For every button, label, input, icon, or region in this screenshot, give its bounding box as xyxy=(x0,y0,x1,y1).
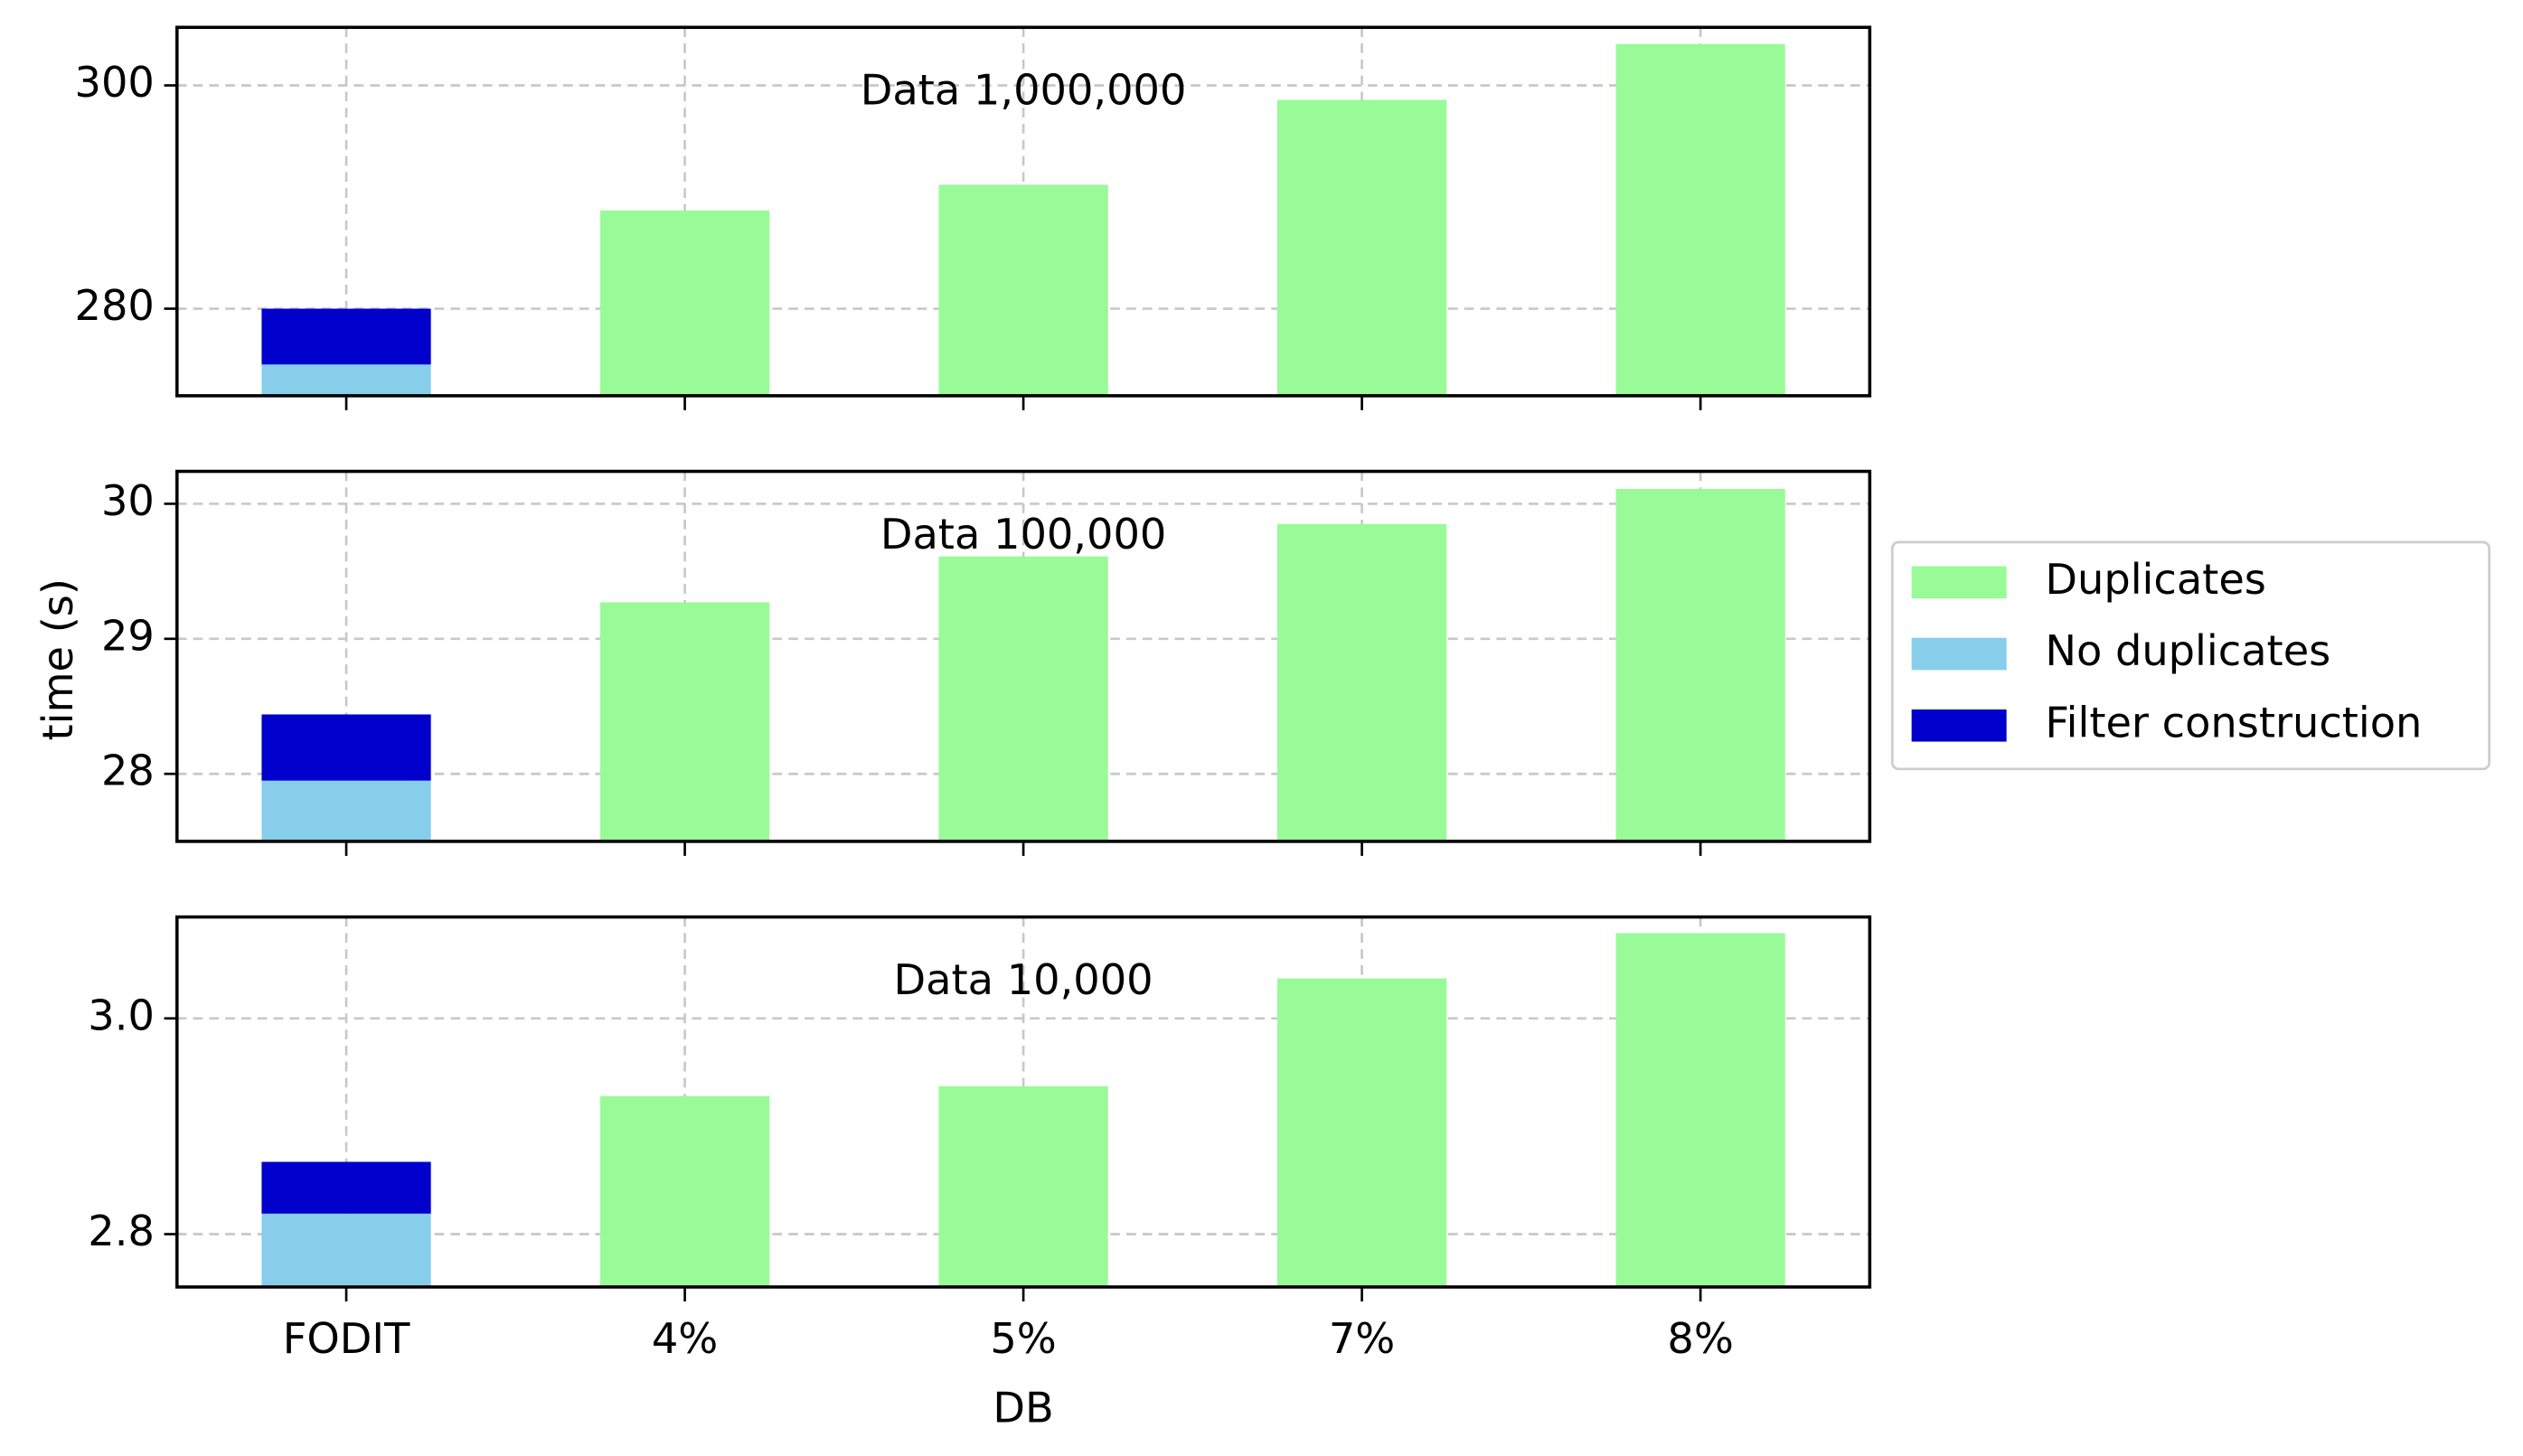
legend-swatch xyxy=(1911,566,2007,599)
legend-label: No duplicates xyxy=(2045,626,2330,675)
x-tick-label: 4% xyxy=(652,1314,718,1363)
bar xyxy=(261,1161,431,1214)
bar xyxy=(261,364,431,396)
x-tick-label: 5% xyxy=(990,1314,1056,1363)
y-tick-label: 300 xyxy=(75,58,155,107)
annotation: Data 1,000,000 xyxy=(861,66,1187,115)
bar xyxy=(599,1095,770,1287)
x-tick-label: 7% xyxy=(1329,1314,1395,1363)
bar xyxy=(261,1213,431,1287)
bar xyxy=(1615,43,1785,396)
bar xyxy=(1276,523,1447,841)
bar xyxy=(261,308,431,365)
bar xyxy=(938,184,1108,396)
plot-area: DB time (s) 280 300 Data 1,000,000 28 29 30 Da… xyxy=(33,25,2490,1433)
annotation: Data 100,000 xyxy=(880,510,1166,559)
x-tick-label: FODIT xyxy=(283,1314,410,1363)
bar xyxy=(938,1085,1108,1287)
bar xyxy=(1276,978,1447,1287)
x-axis-label: DB xyxy=(993,1384,1053,1433)
bar xyxy=(261,714,431,781)
legend-label: Duplicates xyxy=(2045,555,2266,604)
y-tick-label: 280 xyxy=(75,281,155,330)
y-tick-label: 2.8 xyxy=(88,1207,155,1255)
bar xyxy=(938,556,1108,841)
annotation: Data 10,000 xyxy=(894,955,1153,1004)
bar xyxy=(1276,99,1447,396)
legend-swatch xyxy=(1911,709,2007,742)
bar xyxy=(599,210,770,396)
bar xyxy=(599,602,770,841)
y-tick-label: 30 xyxy=(101,476,155,525)
bar xyxy=(261,780,431,841)
bar xyxy=(1615,488,1785,841)
bar xyxy=(1615,933,1785,1287)
x-tick-label: 8% xyxy=(1667,1314,1733,1363)
y-axis-label: time (s) xyxy=(33,578,82,740)
y-tick-label: 28 xyxy=(101,747,155,795)
legend-label: Filter construction xyxy=(2045,698,2422,747)
y-tick-label: 29 xyxy=(101,611,155,660)
legend-box xyxy=(1890,540,2490,771)
y-tick-label: 3.0 xyxy=(88,991,155,1039)
legend-swatch xyxy=(1911,637,2007,671)
